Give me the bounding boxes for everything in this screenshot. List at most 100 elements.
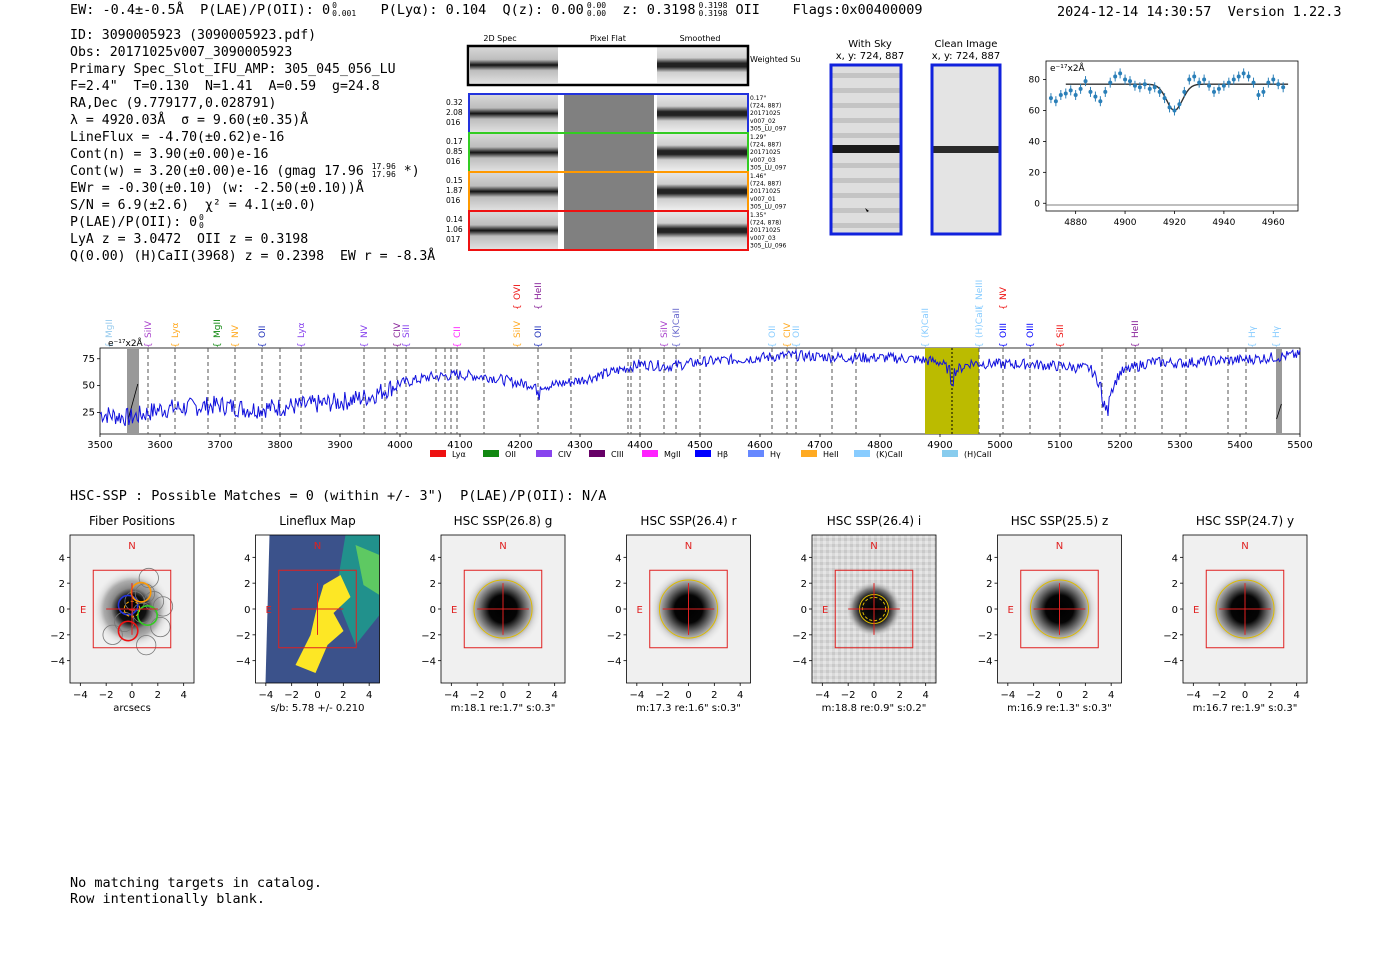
info-lineflux: LineFlux = -4.70(±0.62)e-16 — [70, 130, 285, 145]
cutout-right-label: 20171025 — [750, 110, 781, 117]
legend-swatch — [801, 450, 817, 457]
weighted-sum-label: Weighted Sum — [750, 55, 800, 64]
hsc-xtick-label: −4 — [444, 690, 459, 701]
ew-value: EW: -0.4±-0.5Å — [70, 2, 184, 18]
hsc-xtick-label: 4 — [922, 690, 928, 701]
cutout-left-label: 1.06 — [446, 225, 463, 234]
col-smoothed: Smoothed — [680, 34, 721, 43]
plya-value: P(Lyα): 0.104 — [380, 2, 487, 18]
spectrum-legend: Lyα OII CIV CIII MgII Hβ Hγ HeII (K)CaII (H)CaII — [430, 450, 991, 459]
spectral-line-bracket: { — [534, 304, 544, 310]
fit-data-point — [1083, 76, 1088, 87]
cutout-2d — [470, 95, 558, 132]
fit-data-point — [1251, 77, 1256, 88]
spectrum-ytick-label: 75 — [82, 354, 95, 365]
aperture-ellipse — [473, 579, 533, 639]
spectrum-line-labels: MgII{SiIV{Lyα{MgII{NV{OII{Lyα{NV{CIV{SiI… — [105, 280, 1282, 348]
fit-data-point — [1266, 77, 1271, 88]
hsc-xtick-label: 0 — [871, 690, 877, 701]
fit-data-point — [1088, 86, 1093, 97]
cutout-right-label: 305_LU_097 — [750, 164, 787, 171]
clean-image-sub: x, y: 724, 887 — [932, 51, 1001, 62]
spectrum-xtick-label: 4600 — [747, 440, 772, 451]
hsc-xtick-label: −4 — [629, 690, 644, 701]
cutout-right-label: 20171025 — [750, 149, 781, 156]
fit-data-point — [1226, 77, 1231, 88]
compass-north: N — [685, 541, 692, 552]
hsc-xtick-label: 2 — [526, 690, 532, 701]
spectral-line-label: SiIV — [660, 320, 670, 338]
legend-swatch — [430, 450, 446, 457]
info-lambda: λ = 4920.03Å σ = 9.60(±0.35)Å — [70, 113, 309, 128]
hsc-ytick-label: 4 — [430, 553, 436, 564]
hsc-ytick-label: 4 — [1172, 553, 1178, 564]
cutout-right-label: 1.29" — [750, 134, 766, 141]
fit-data-point — [1078, 83, 1083, 94]
spectrum-xtick-label: 4900 — [927, 440, 952, 451]
spectrum-xtick-label: 4100 — [447, 440, 472, 451]
cutout-right-label: v007_02 — [750, 118, 776, 125]
hsc-panel-title: HSC SSP(26.4) i — [827, 514, 922, 528]
spectral-line-label: OVI — [513, 284, 523, 300]
cutout-2d — [470, 173, 558, 210]
search-box — [1205, 569, 1285, 649]
spectral-line-bracket: { — [1056, 342, 1066, 348]
cutout-left-label: 0.14 — [446, 215, 463, 224]
hsc-ytick-label: 4 — [986, 553, 992, 564]
hsc-caption: m:18.1 re:1.7" s:0.3" — [451, 703, 556, 713]
spectrum-xtick-label: 5400 — [1227, 440, 1252, 451]
cutout-flat — [564, 134, 654, 171]
legend-swatch — [642, 450, 658, 457]
fit-xtick-label: 4900 — [1114, 218, 1137, 228]
fit-data-point — [1113, 71, 1118, 82]
spectral-line-bracket: { — [975, 304, 985, 310]
hsc-xtick-label: −2 — [99, 690, 114, 701]
fiber-circle — [102, 624, 123, 645]
compass-east: E — [637, 605, 643, 616]
info-id: ID: 3090005923 (3090005923.pdf) — [70, 28, 317, 43]
fit-data-point — [1063, 88, 1068, 99]
hsc-xtick-label: −2 — [1026, 690, 1041, 701]
spectral-line-bracket: { — [171, 342, 181, 348]
hsc-xtick-label: −4 — [73, 690, 88, 701]
fit-xtick-label: 4960 — [1262, 218, 1285, 228]
spectral-line-label: HeII — [534, 282, 544, 300]
fit-data-point — [1167, 102, 1172, 113]
spectral-line-bracket: { — [1248, 342, 1258, 348]
legend-swatch — [589, 450, 605, 457]
header-summary: EW: -0.4±-0.5Å P(LAE)/P(OII): 0 0 0.001 P(… — [70, 2, 923, 19]
legend-label: CIV — [558, 450, 572, 459]
plae-value: P(LAE)/P(OII): 0 — [200, 2, 331, 18]
hsc-panel-title: HSC SSP(24.7) y — [1196, 514, 1294, 528]
hsc-ytick-label: −4 — [792, 657, 807, 668]
aperture-ellipse — [658, 579, 719, 639]
fit-data-point — [1118, 68, 1123, 79]
with-sky-sub: x, y: 724, 887 — [836, 51, 905, 62]
legend-label: Hβ — [717, 450, 728, 459]
fiber-cutouts: 2D Spec Pixel Flat Smoothed Weighted Sum… — [446, 34, 800, 251]
spectral-line-label: MgII — [105, 319, 115, 338]
hsc-panel: HSC SSP(24.7) y N E 4 2 0 −2 −4 −4 −2 0 2 4 m:16.7 re… — [1163, 514, 1308, 713]
info-radec: RA,Dec (9.779177,0.028791) — [70, 96, 277, 111]
spectral-line-bracket: { — [297, 342, 307, 348]
cutout-smoothed — [657, 95, 747, 132]
info-lya: LyA z = 3.0472 OII z = 0.3198 — [70, 232, 309, 247]
hsc-xtick-label: 0 — [685, 690, 691, 701]
masked-region-right — [1276, 348, 1282, 434]
aperture-ellipse — [1029, 579, 1090, 639]
cutout-right-label: (724, 887) — [750, 142, 781, 149]
catalog-line-1: No matching targets in catalog. — [70, 875, 322, 891]
spectrum-xtick-label: 3700 — [207, 440, 232, 451]
fiber-highlight — [117, 620, 139, 642]
spectrum-xtick-label: 4800 — [867, 440, 892, 451]
cutout-smoothed — [657, 134, 747, 171]
legend-swatch — [748, 450, 764, 457]
hsc-title: HSC-SSP : Possible Matches = 0 (within +… — [70, 488, 607, 504]
spectral-line-bracket: { — [999, 304, 1009, 310]
fit-data-point — [1177, 99, 1182, 110]
search-box — [649, 569, 728, 649]
